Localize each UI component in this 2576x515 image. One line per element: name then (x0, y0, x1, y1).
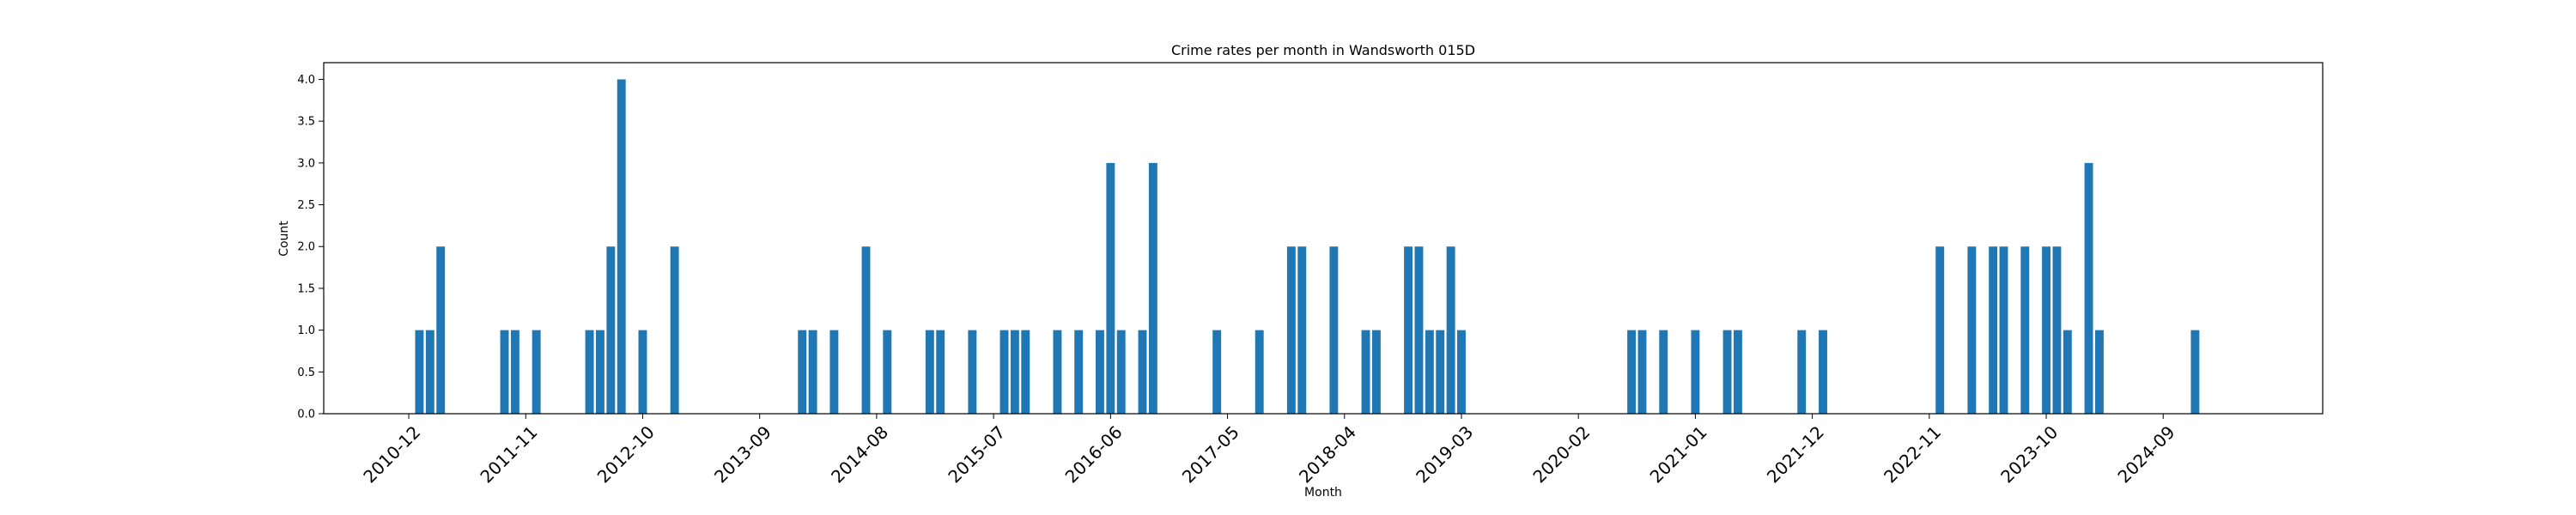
bar-2011-01 (415, 330, 424, 414)
bar-2012-07 (606, 246, 616, 414)
bar-2019-01 (1436, 330, 1445, 414)
bar-2024-12 (2190, 330, 2200, 414)
bar-2016-07 (1116, 330, 1126, 414)
bar-2012-10 (638, 330, 647, 414)
x-tick-label: 2019-03 (1412, 421, 1477, 487)
bar-2011-09 (500, 330, 509, 414)
plot-frame (323, 62, 2324, 415)
bar-2021-11 (1797, 330, 1807, 414)
bar-2012-06 (596, 330, 605, 414)
bar-2011-12 (532, 330, 541, 414)
bar-2023-08 (2020, 246, 2030, 414)
bar-2018-03 (1329, 246, 1339, 414)
bar-2023-05 (1989, 246, 1998, 414)
bar-2018-07 (1371, 330, 1381, 414)
bar-2015-02 (936, 330, 945, 414)
y-tick-label: 0.0 (297, 409, 315, 421)
bar-2021-01 (1691, 330, 1700, 414)
bar-2020-10 (1659, 330, 1668, 414)
y-tick-label: 2.5 (297, 199, 315, 212)
bar-2019-03 (1457, 330, 1466, 414)
bar-2023-11 (2052, 246, 2062, 414)
bar-2016-03 (1074, 330, 1084, 414)
bar-2012-05 (585, 330, 594, 414)
bar-2015-08 (999, 330, 1009, 414)
y-tick-label: 3.0 (297, 157, 315, 170)
bar-2022-12 (1935, 246, 1945, 414)
x-tick-label: 2022-11 (1880, 421, 1945, 487)
y-tick-label: 3.5 (297, 116, 315, 129)
x-axis: 2010-12 2011-11 2012-10 2013-09 2014-08 2015-… (359, 414, 2179, 487)
bar-2014-07 (861, 246, 871, 414)
bar-2023-03 (1967, 246, 1977, 414)
x-tick-label: 2013-09 (710, 421, 775, 487)
y-axis: 0.0 0.5 1.0 1.5 2.0 2.5 3.0 3.5 4.0 (297, 74, 324, 421)
y-tick-label: 0.5 (297, 367, 315, 379)
bar-2023-12 (2063, 330, 2072, 414)
bar-2017-11 (1286, 246, 1296, 414)
x-tick-label: 2017-05 (1178, 421, 1243, 487)
x-tick-label: 2010-12 (359, 421, 424, 487)
bar-2015-10 (1021, 330, 1030, 414)
bar-2020-07 (1627, 330, 1637, 414)
y-tick-label: 1.5 (297, 282, 315, 295)
bar-2015-05 (968, 330, 977, 414)
x-tick-label: 2021-01 (1646, 421, 1711, 487)
x-tick-label: 2015-07 (944, 421, 1009, 487)
bar-2016-10 (1148, 162, 1157, 415)
bar-2023-10 (2042, 246, 2050, 414)
chart-title: Crime rates per month in Wandsworth 015D (1171, 42, 1475, 58)
bar-2018-12 (1425, 330, 1434, 414)
x-tick-label: 2020-02 (1528, 421, 1594, 487)
bar-2023-06 (1999, 246, 2008, 414)
bar-2014-02 (808, 330, 817, 414)
bar-2011-03 (436, 246, 446, 414)
bar-2019-02 (1446, 246, 1455, 414)
bar-2014-09 (883, 330, 892, 414)
bar-2022-01 (1819, 330, 1827, 414)
x-tick-label: 2021-12 (1763, 421, 1828, 487)
bar-2017-08 (1255, 330, 1264, 414)
x-tick-label: 2014-08 (827, 421, 892, 487)
bar-2014-01 (798, 330, 807, 414)
bar-2021-05 (1733, 330, 1742, 414)
x-tick-label: 2023-10 (1996, 421, 2062, 487)
bar-2016-01 (1053, 330, 1062, 414)
bar-2011-02 (425, 330, 434, 414)
y-tick-label: 4.0 (297, 74, 315, 87)
y-tick-label: 1.0 (297, 324, 315, 337)
bar-2020-08 (1637, 330, 1647, 414)
bar-2016-09 (1138, 330, 1147, 414)
bar-2021-04 (1722, 330, 1732, 414)
bar-2016-06 (1106, 162, 1115, 415)
bar-2017-12 (1297, 246, 1307, 414)
x-tick-label: 2016-06 (1061, 421, 1127, 487)
bar-2013-01 (670, 246, 679, 414)
y-tick-label: 2.0 (297, 241, 315, 254)
x-tick-label: 2018-04 (1295, 421, 1360, 487)
bar-2016-05 (1096, 330, 1104, 414)
bar-2018-06 (1361, 330, 1370, 414)
x-tick-label: 2011-11 (476, 421, 541, 487)
bars-group (415, 79, 2200, 415)
bar-2011-10 (510, 330, 519, 414)
y-axis-title: Count (277, 221, 291, 257)
x-axis-title: Month (1304, 486, 1342, 500)
bar-2015-09 (1010, 330, 1019, 414)
bar-2018-10 (1404, 246, 1413, 414)
x-tick-label: 2024-09 (2113, 421, 2178, 487)
bar-2017-04 (1212, 330, 1222, 414)
bar-2015-01 (925, 330, 934, 414)
bar-2024-03 (2095, 330, 2104, 414)
bar-2012-08 (617, 79, 626, 414)
bar-2018-11 (1414, 246, 1424, 414)
bar-2014-04 (829, 330, 839, 414)
x-tick-label: 2012-10 (593, 421, 659, 487)
bar-2024-02 (2084, 162, 2093, 415)
